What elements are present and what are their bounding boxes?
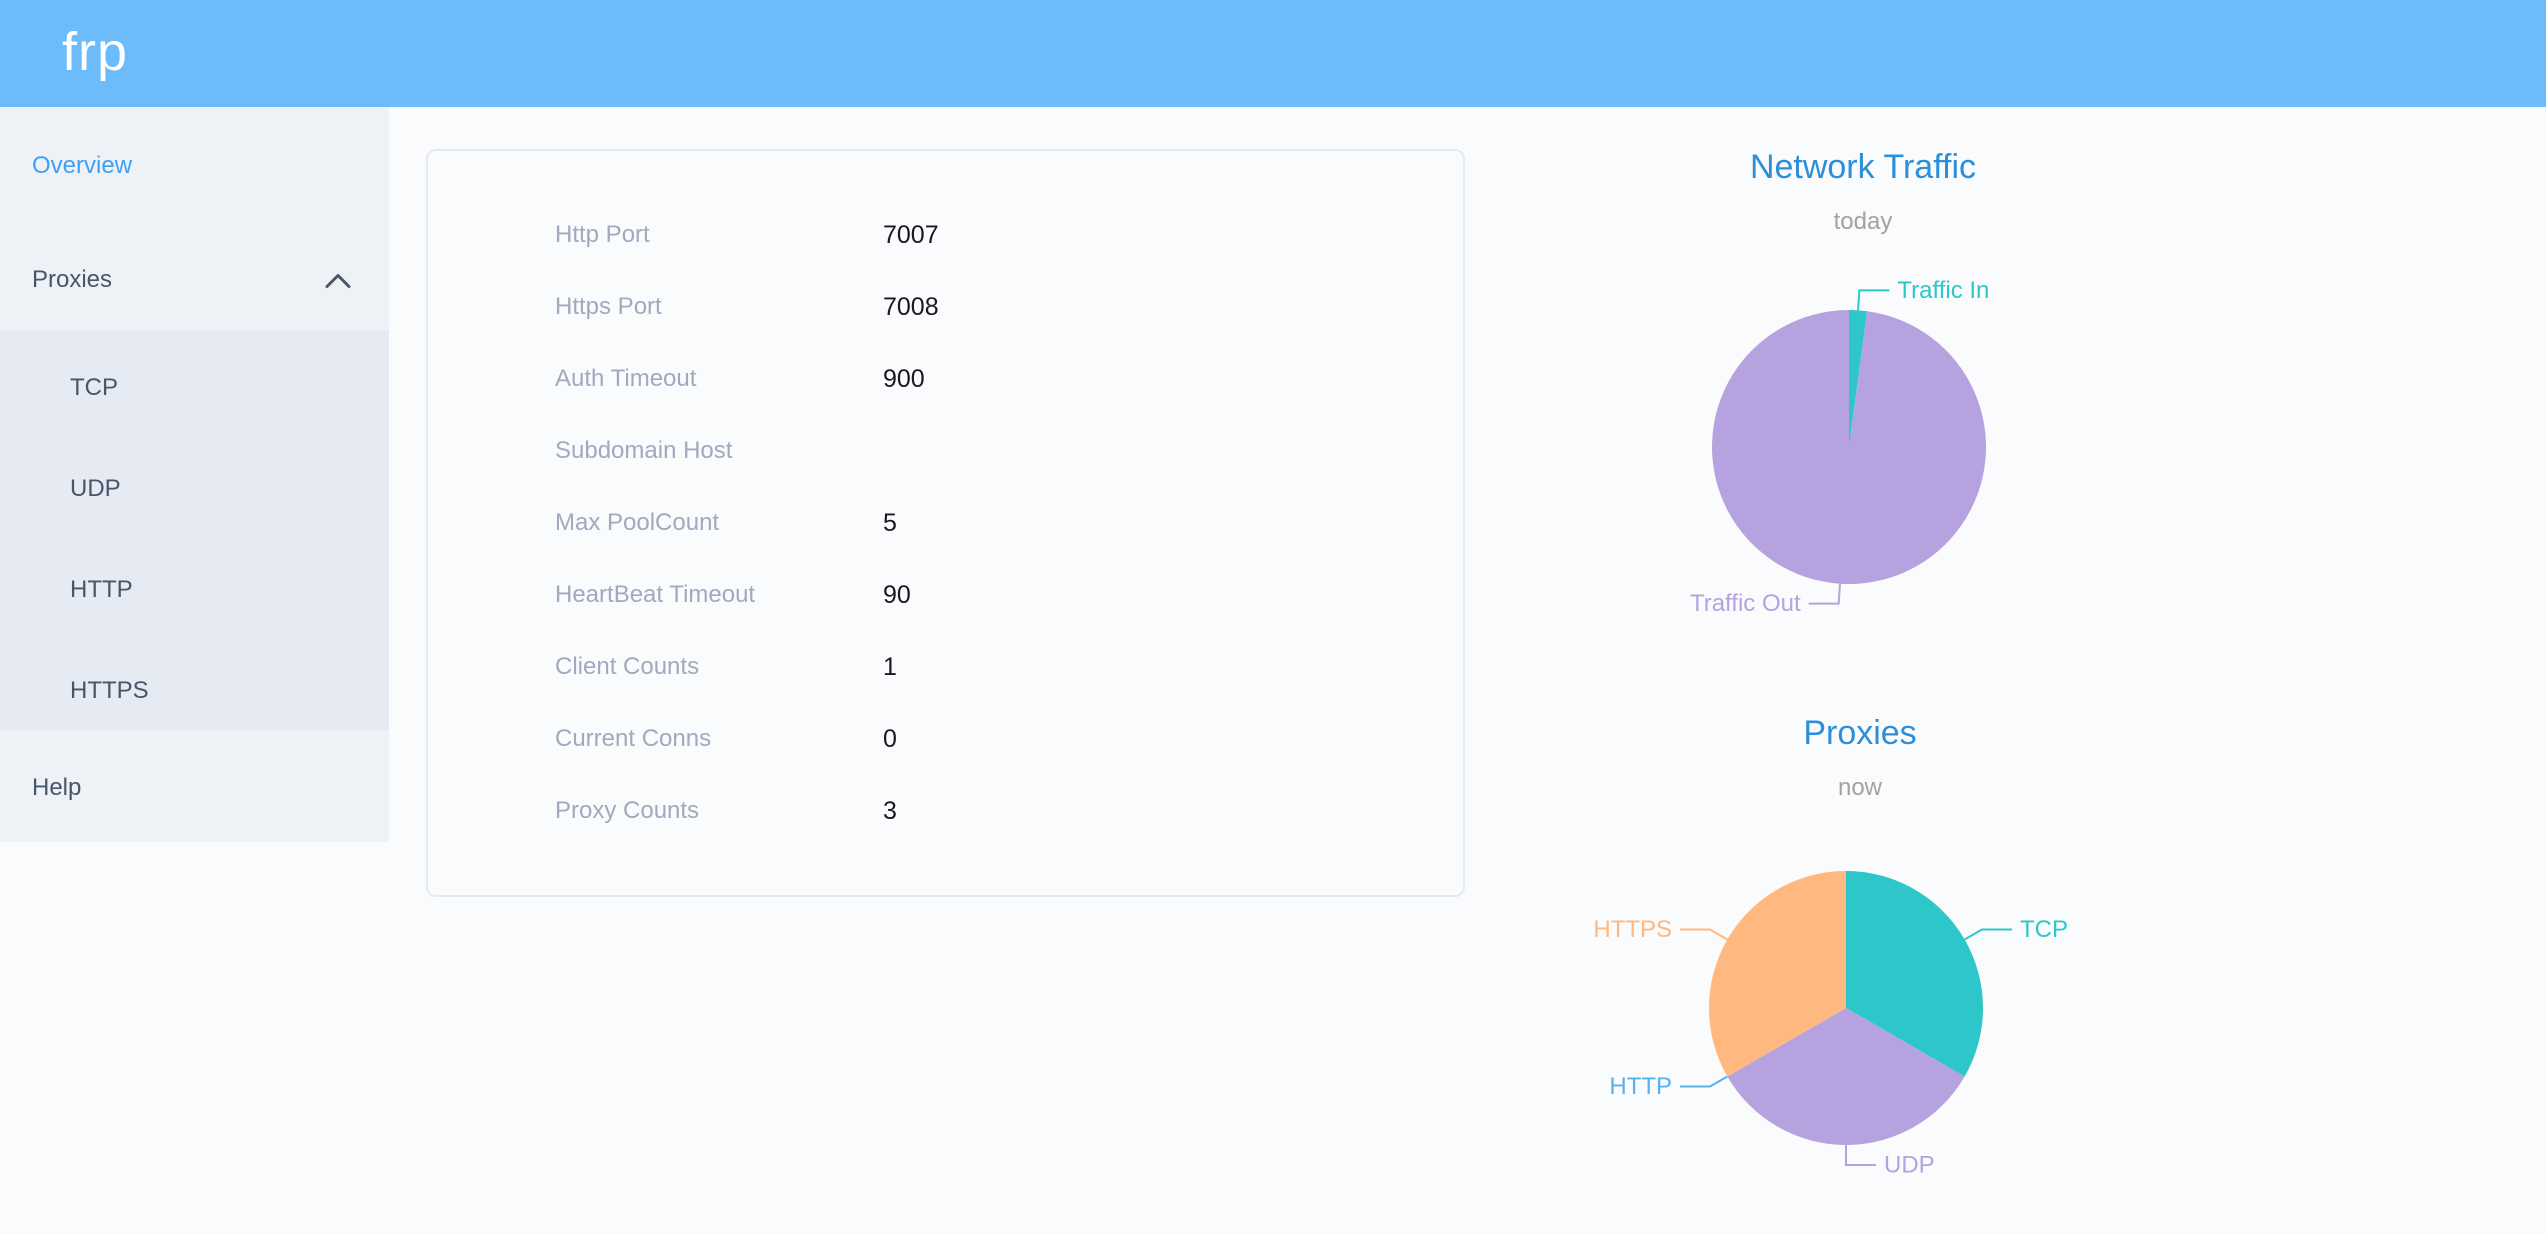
pie-leader-tcp — [1964, 928, 2012, 941]
sidebar-item-overview[interactable]: Overview — [32, 152, 133, 179]
sidebar-item-proxies-label: Proxies — [32, 266, 113, 293]
config-row: Max PoolCount 5 — [428, 487, 1463, 559]
pie-slice-traffic-in[interactable] — [1849, 310, 1868, 447]
proxies-chart: Proxies now TCP UDP HTTP HTTPS — [1593, 714, 2068, 1179]
sidebar-item-udp[interactable]: UDP — [70, 475, 121, 502]
config-label: Proxy Counts — [555, 797, 700, 824]
pie-label-traffic-out: Traffic Out — [1690, 590, 1801, 617]
chevron-up-icon[interactable] — [325, 272, 351, 289]
config-value: 7008 — [883, 292, 939, 321]
app-logo: frp — [62, 22, 129, 82]
pie-leader-traffic-out — [1808, 583, 1841, 605]
pie-slice-traffic-out[interactable] — [1712, 310, 1986, 584]
config-row: Http Port 7007 — [428, 199, 1463, 271]
sidebar: Overview Proxies TCP UDP HTTP HTTPS Help — [0, 107, 389, 842]
sidebar-submenu: TCP UDP HTTP HTTPS — [0, 330, 389, 730]
config-value: 90 — [883, 580, 911, 609]
config-label: Subdomain Host — [555, 437, 733, 464]
sidebar-item-help[interactable]: Help — [32, 774, 82, 801]
pie-label-tcp: TCP — [2020, 916, 2068, 943]
chart-title: Network Traffic — [1750, 148, 1976, 186]
config-label: Auth Timeout — [555, 365, 697, 392]
server-config-card: Http Port 7007 Https Port 7008 Auth Timeout 9… — [426, 149, 1465, 897]
pie-label-http: HTTP — [1609, 1073, 1672, 1100]
config-value: 1 — [883, 652, 897, 681]
config-row: Auth Timeout 900 — [428, 343, 1463, 415]
pie-slice-tcp[interactable] — [1846, 871, 1984, 1077]
config-row: HeartBeat Timeout 90 — [428, 559, 1463, 631]
config-value: 0 — [883, 724, 897, 753]
config-value: 7007 — [883, 220, 939, 249]
sidebar-item-tcp[interactable]: TCP — [70, 374, 118, 401]
pie-leader-udp — [1845, 1145, 1876, 1166]
pie-leader-traffic-in — [1857, 289, 1890, 311]
config-row: Subdomain Host — [428, 415, 1463, 487]
chart-subtitle: now — [1838, 774, 1883, 801]
pie-leader-http — [1680, 1075, 1728, 1088]
config-label: Max PoolCount — [555, 509, 720, 536]
app-header: frp — [0, 0, 2546, 107]
pie-slice-https[interactable] — [1708, 871, 1846, 1077]
config-card-rows: Http Port 7007 Https Port 7008 Auth Timeout 9… — [428, 199, 1463, 847]
pie-label-traffic-in: Traffic In — [1897, 277, 1989, 304]
config-value: 900 — [883, 364, 925, 393]
pie-leader-https — [1680, 928, 1728, 941]
config-row: Current Conns 0 — [428, 703, 1463, 775]
config-value: 3 — [883, 796, 897, 825]
config-label: Client Counts — [555, 653, 700, 680]
config-row: Proxy Counts 3 — [428, 775, 1463, 847]
chart-title: Proxies — [1803, 714, 1916, 752]
config-row: Https Port 7008 — [428, 271, 1463, 343]
config-value: 5 — [883, 508, 897, 537]
sidebar-item-https[interactable]: HTTPS — [70, 677, 149, 704]
config-label: HeartBeat Timeout — [555, 581, 756, 608]
config-label: Current Conns — [555, 725, 712, 752]
sidebar-item-proxies[interactable]: Proxies — [0, 257, 389, 303]
config-label: Https Port — [555, 293, 662, 320]
config-row: Client Counts 1 — [428, 631, 1463, 703]
config-label: Http Port — [555, 221, 650, 248]
sidebar-item-http[interactable]: HTTP — [70, 576, 133, 603]
network-traffic-chart: Network Traffic today Traffic In Traffic Ou… — [1690, 148, 1989, 617]
chart-subtitle: today — [1834, 208, 1893, 235]
pie-label-udp: UDP — [1884, 1152, 1935, 1179]
pie-label-https: HTTPS — [1593, 916, 1672, 943]
